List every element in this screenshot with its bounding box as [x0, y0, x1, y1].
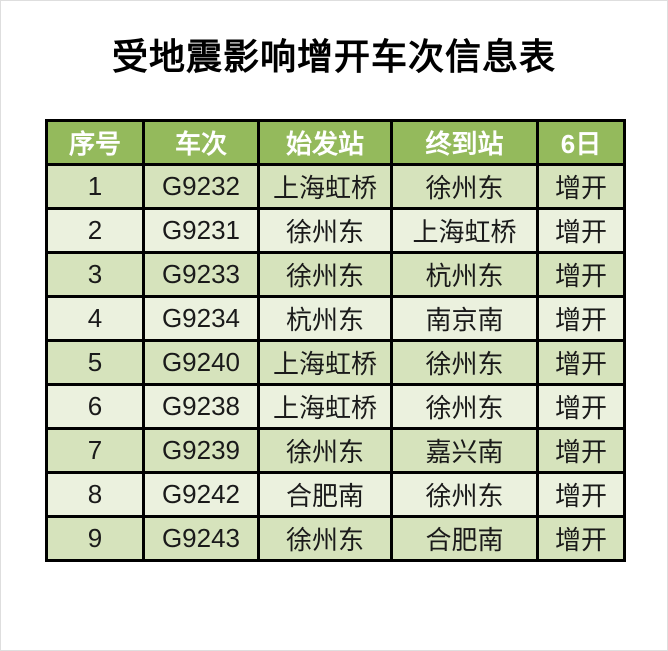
header-cell-origin: 始发站	[257, 118, 393, 166]
cell-train-no: G9242	[142, 470, 260, 518]
table-row: 8 G9242 合肥南 徐州东 增开	[45, 470, 626, 518]
cell-status: 增开	[536, 426, 626, 474]
cell-train-no: G9243	[142, 514, 260, 562]
header-cell-train-no: 车次	[142, 118, 260, 166]
cell-origin: 徐州东	[257, 206, 393, 254]
cell-origin: 上海虹桥	[257, 338, 393, 386]
cell-index: 5	[45, 338, 145, 386]
cell-status: 增开	[536, 250, 626, 298]
header-cell-date: 6日	[536, 118, 626, 166]
cell-origin: 徐州东	[257, 426, 393, 474]
cell-destination: 杭州东	[390, 250, 539, 298]
cell-train-no: G9239	[142, 426, 260, 474]
page-title: 受地震影响增开车次信息表	[111, 36, 556, 77]
table-row: 3 G9233 徐州东 杭州东 增开	[45, 250, 626, 298]
cell-train-no: G9231	[142, 206, 260, 254]
cell-origin: 上海虹桥	[257, 162, 393, 210]
cell-index: 8	[45, 470, 145, 518]
cell-train-no: G9234	[142, 294, 260, 342]
table-row: 4 G9234 杭州东 南京南 增开	[45, 294, 626, 342]
train-info-table: 序号 车次 始发站 终到站 6日 1 G9232 上海虹桥 徐州东 增开 2 G…	[45, 118, 626, 562]
cell-status: 增开	[536, 382, 626, 430]
cell-index: 6	[45, 382, 145, 430]
cell-status: 增开	[536, 338, 626, 386]
cell-origin: 合肥南	[257, 470, 393, 518]
table-row: 5 G9240 上海虹桥 徐州东 增开	[45, 338, 626, 386]
table-header-row: 序号 车次 始发站 终到站 6日	[45, 118, 626, 166]
cell-destination: 徐州东	[390, 470, 539, 518]
cell-destination: 南京南	[390, 294, 539, 342]
cell-destination: 嘉兴南	[390, 426, 539, 474]
cell-origin: 徐州东	[257, 250, 393, 298]
cell-status: 增开	[536, 514, 626, 562]
cell-train-no: G9240	[142, 338, 260, 386]
table-row: 1 G9232 上海虹桥 徐州东 增开	[45, 162, 626, 210]
cell-train-no: G9238	[142, 382, 260, 430]
cell-index: 1	[45, 162, 145, 210]
cell-index: 9	[45, 514, 145, 562]
cell-status: 增开	[536, 206, 626, 254]
cell-destination: 徐州东	[390, 338, 539, 386]
cell-index: 3	[45, 250, 145, 298]
cell-destination: 徐州东	[390, 382, 539, 430]
header-cell-destination: 终到站	[390, 118, 539, 166]
cell-origin: 徐州东	[257, 514, 393, 562]
cell-status: 增开	[536, 294, 626, 342]
cell-origin: 杭州东	[257, 294, 393, 342]
cell-index: 7	[45, 426, 145, 474]
table-row: 2 G9231 徐州东 上海虹桥 增开	[45, 206, 626, 254]
cell-destination: 上海虹桥	[390, 206, 539, 254]
cell-status: 增开	[536, 470, 626, 518]
cell-destination: 徐州东	[390, 162, 539, 210]
table-row: 9 G9243 徐州东 合肥南 增开	[45, 514, 626, 562]
cell-origin: 上海虹桥	[257, 382, 393, 430]
header-cell-index: 序号	[45, 118, 145, 166]
cell-index: 4	[45, 294, 145, 342]
cell-status: 增开	[536, 162, 626, 210]
table-row: 6 G9238 上海虹桥 徐州东 增开	[45, 382, 626, 430]
cell-index: 2	[45, 206, 145, 254]
table-row: 7 G9239 徐州东 嘉兴南 增开	[45, 426, 626, 474]
cell-train-no: G9233	[142, 250, 260, 298]
cell-train-no: G9232	[142, 162, 260, 210]
cell-destination: 合肥南	[390, 514, 539, 562]
